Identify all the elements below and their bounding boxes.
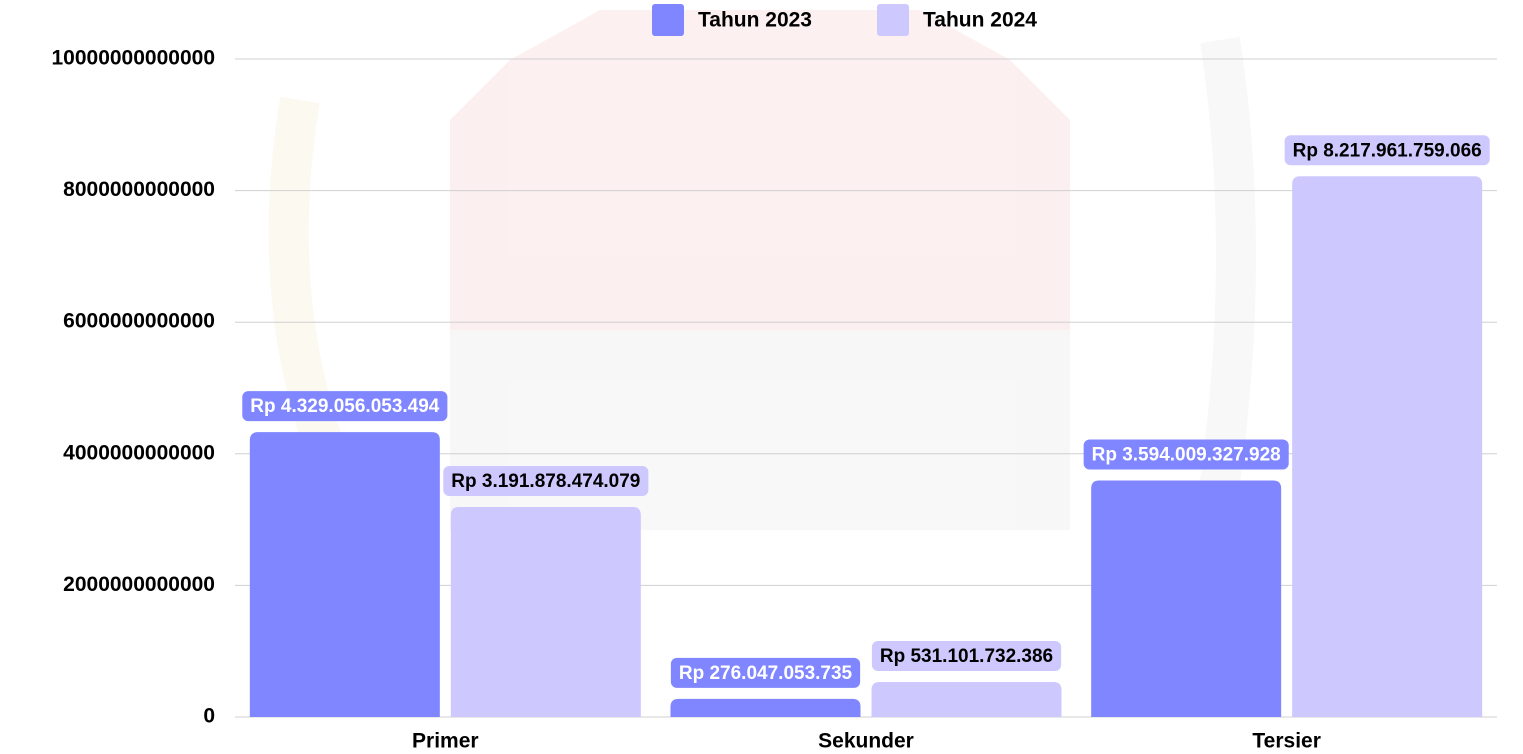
y-tick-label: 10000000000000 xyxy=(51,47,215,70)
value-label: Rp 8.217.961.759.066 xyxy=(1293,140,1482,161)
bar xyxy=(249,432,440,717)
y-tick-label: 4000000000000 xyxy=(63,441,215,464)
y-tick-label: 2000000000000 xyxy=(63,573,215,596)
legend-label: Tahun 2024 xyxy=(923,9,1037,32)
legend-swatch xyxy=(877,4,909,36)
bar xyxy=(1292,176,1483,717)
bar xyxy=(871,682,1062,717)
y-tick-label: 8000000000000 xyxy=(63,178,215,201)
x-tick-label: Tersier xyxy=(1252,730,1321,753)
bar xyxy=(670,698,861,717)
value-label-box xyxy=(670,657,861,688)
legend-label: Tahun 2023 xyxy=(698,9,812,32)
value-label: Rp 4.329.056.053.494 xyxy=(250,396,440,417)
bar xyxy=(1091,480,1282,717)
x-tick-label: Primer xyxy=(412,730,479,753)
bar xyxy=(450,506,641,717)
y-tick-label: 0 xyxy=(203,705,215,728)
legend-swatch xyxy=(652,4,684,36)
value-label-box xyxy=(1083,439,1289,470)
value-label-box xyxy=(242,391,448,422)
value-label: Rp 531.101.732.386 xyxy=(880,646,1053,667)
value-label-box xyxy=(1284,135,1490,166)
value-label-box xyxy=(443,465,649,496)
value-label: Rp 3.191.878.474.079 xyxy=(451,471,640,492)
value-label-box xyxy=(871,641,1062,672)
y-tick-label: 6000000000000 xyxy=(63,310,215,333)
value-label: Rp 276.047.053.735 xyxy=(679,663,853,684)
x-tick-label: Sekunder xyxy=(818,730,914,753)
value-label: Rp 3.594.009.327.928 xyxy=(1092,445,1281,466)
